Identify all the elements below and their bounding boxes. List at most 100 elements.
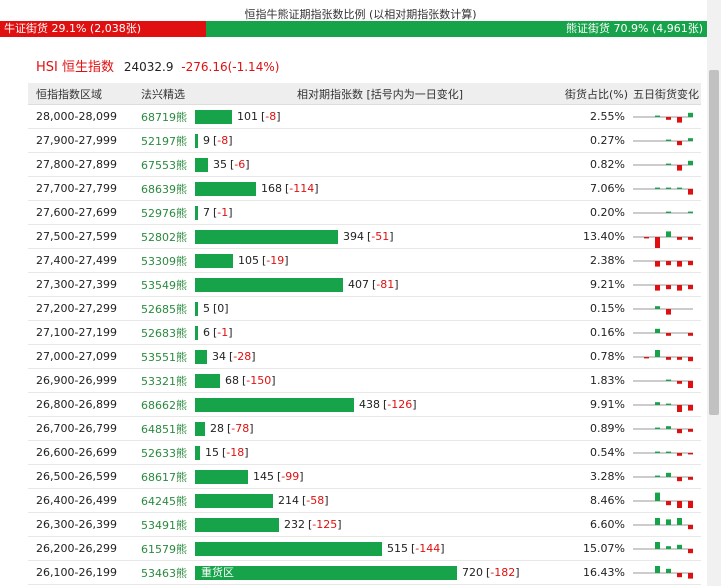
count-change: [-78] [227,422,254,435]
product-code-link[interactable]: 67553熊 [141,158,187,172]
count-bar [195,301,198,316]
product-code-link[interactable]: 64851熊 [141,422,187,436]
product-code-link[interactable]: 68639熊 [141,182,187,196]
count-change-value: 0 [217,302,225,315]
sparkline-bar [666,472,671,477]
count-bar [195,277,343,292]
count-change: [0] [213,302,229,315]
product-code-link[interactable]: 52197熊 [141,134,187,148]
product-code-link[interactable]: 53549熊 [141,278,187,292]
range-cell: 27,600-27,699 [36,206,117,219]
sparkline-bar [688,381,693,388]
count-change: [-51] [367,230,394,243]
product-code-link[interactable]: 53491熊 [141,518,187,532]
count-bar [195,373,220,388]
count-bar-cell: 6 [-1] [195,321,565,344]
product-code-link[interactable]: 68719熊 [141,110,187,124]
count-change-value: -114 [289,182,315,195]
sparkline-bar [688,261,693,266]
sparkline-bar [688,211,693,213]
range-cell: 27,800-27,899 [36,158,117,171]
count-value: 101 [237,110,258,123]
five-day-change [631,513,701,536]
count-bar-cell: 214 [-58] [195,489,565,512]
table-row: 27,200-27,299 52685熊 5 [0] 0.15% [28,297,701,321]
count-change-value: -28 [233,350,252,363]
sparkline-bar [666,379,671,381]
product-code-link[interactable]: 68617熊 [141,470,187,484]
range-cell: 26,800-26,899 [36,398,117,411]
table-row: 27,700-27,799 68639熊 168 [-114] 7.06% [28,177,701,201]
product-code-link[interactable]: 52683熊 [141,326,187,340]
heavy-zone-label: 重货区 [201,565,234,579]
five-day-change [631,225,701,248]
count-change-value: -182 [490,566,516,579]
sparkline-bar [655,328,660,333]
table-row: 26,300-26,399 53491熊 232 [-125] 6.60% [28,513,701,537]
share-pct: 16.43% [583,566,625,579]
product-code-link[interactable]: 52685熊 [141,302,187,316]
count-bar [195,325,198,340]
sparkline-bar [688,160,693,165]
count-bar [195,421,205,436]
count-change: [-8] [213,134,233,147]
range-cell: 27,500-27,599 [36,230,117,243]
sparkline-bar [644,237,649,239]
sparkline-bar [666,568,671,573]
five-day-change [631,249,701,272]
sparkline-bar [677,285,682,291]
share-pct: 9.21% [590,278,625,291]
range-cell: 26,600-26,699 [36,446,117,459]
product-code-link[interactable]: 52802熊 [141,230,187,244]
count-value: 232 [284,518,305,531]
sparkline-bar [666,333,671,336]
sparkline-bar [666,231,671,237]
product-code-link[interactable]: 53321熊 [141,374,187,388]
share-pct: 0.89% [590,422,625,435]
count-change: [-144] [411,542,445,555]
count-bar [195,157,208,172]
product-code-link[interactable]: 53551熊 [141,350,187,364]
five-day-change [631,177,701,200]
header-range: 恒指指数区域 [36,87,102,101]
count-change: [-114] [285,182,319,195]
product-code-link[interactable]: 52633熊 [141,446,187,460]
count-value: 35 [213,158,227,171]
range-cell: 27,700-27,799 [36,182,117,195]
sparkline [633,187,693,195]
range-cell: 26,200-26,299 [36,542,117,555]
sparkline-bar [655,542,660,549]
product-code-link[interactable]: 52976熊 [141,206,187,220]
sparkline [633,328,693,336]
count-bar [195,205,198,220]
count-change: [-99] [277,470,304,483]
sparkline-bar [666,187,671,189]
count-bar [195,493,273,508]
count-value: 34 [212,350,226,363]
product-code-link[interactable]: 53309熊 [141,254,187,268]
product-code-link[interactable]: 53463熊 [141,566,187,580]
range-cell: 27,000-27,099 [36,350,117,363]
product-code-link[interactable]: 68662熊 [141,398,187,412]
sparkline-bar [688,285,693,290]
sparkline-bar [655,115,660,117]
sparkline-bar [677,405,682,412]
count-bar-cell: 9 [-8] [195,129,565,152]
count-change-value: -144 [415,542,441,555]
five-day-change [631,465,701,488]
product-code-link[interactable]: 61579熊 [141,542,187,556]
scrollbar-thumb[interactable] [709,70,719,415]
sparkline-bar [655,492,660,501]
count-bar [195,133,198,148]
count-value: 7 [203,206,210,219]
product-code-link[interactable]: 64245熊 [141,494,187,508]
table-row: 26,500-26,599 68617熊 145 [-99] 3.28% [28,465,701,489]
count-bar-cell: 35 [-6] [195,153,565,176]
count-bar: 重货区 [195,565,457,580]
count-change: [-6] [230,158,250,171]
sparkline-bar [677,429,682,434]
sparkline-bar [677,261,682,267]
sparkline [633,284,693,291]
count-bar-cell: 438 [-126] [195,393,565,416]
count-bar [195,349,207,364]
